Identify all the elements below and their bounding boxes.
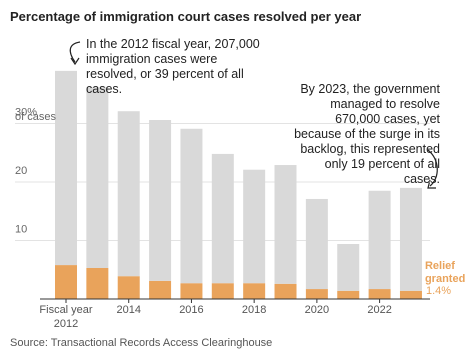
bar-segment	[399, 187, 422, 291]
bar-segment	[243, 283, 266, 299]
bar-segment	[337, 244, 360, 291]
x-tick-label: 2022	[367, 304, 392, 316]
bar-segment	[117, 111, 140, 277]
x-tick-label: 2014	[116, 304, 141, 316]
bar-segment	[86, 87, 109, 268]
bar-segment	[180, 128, 203, 284]
bar-segment	[117, 276, 140, 299]
source: Source: Transactional Records Access Cle…	[10, 337, 273, 349]
annotation: In the 2012 fiscal year, 207,000 immigra…	[86, 37, 260, 96]
bar-segment	[368, 190, 391, 290]
bar-segment	[211, 283, 234, 299]
arrow	[69, 41, 81, 63]
bar-segment	[305, 289, 328, 299]
bar-segment	[274, 165, 297, 284]
bar-segment	[55, 70, 77, 266]
bar-segment	[55, 265, 77, 299]
bar-segment	[368, 289, 391, 299]
bar-segment	[399, 290, 422, 299]
legend-label: Relief granted	[424, 260, 466, 285]
annotation: By 2023, the government managed to resol…	[294, 82, 440, 186]
x-tick-label: 2018	[241, 304, 267, 316]
bar-segment	[274, 283, 297, 299]
x-tick-label: Fiscal year 2012	[39, 304, 93, 330]
bar-segment	[149, 119, 172, 281]
bar-segment	[211, 153, 234, 284]
x-tick-label: 2016	[179, 304, 204, 316]
bar-segment	[305, 198, 328, 290]
arrow	[427, 149, 438, 187]
value-label: 1.4%	[425, 285, 452, 297]
bar-segment	[149, 280, 172, 299]
y-tick-label: 10	[15, 224, 27, 236]
arrowhead	[70, 57, 80, 66]
x-tick-label: 2020	[304, 304, 330, 316]
y-tick-label: 20	[15, 165, 27, 177]
bar-segment	[86, 267, 109, 299]
chart-title: Percentage of immigration court cases re…	[10, 9, 362, 24]
arrowhead	[427, 179, 436, 189]
bar-segment	[180, 283, 203, 299]
y-tick-label: 30%	[15, 107, 37, 119]
bar-segment	[337, 290, 360, 299]
y-label: of cases	[15, 111, 56, 123]
bar-segment	[243, 169, 266, 284]
